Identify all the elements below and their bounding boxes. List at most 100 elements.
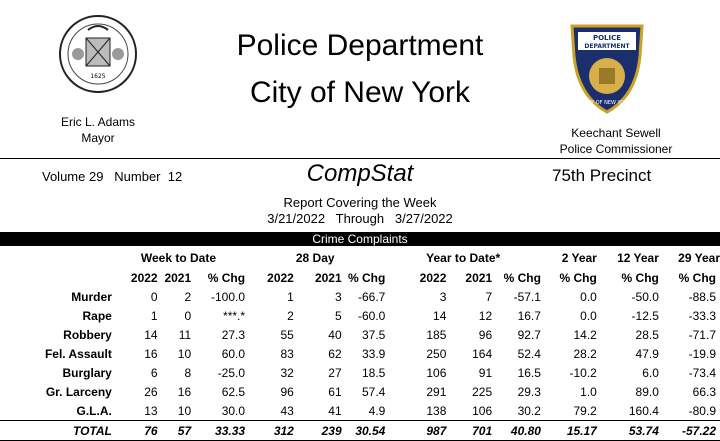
table-cell: -10.2 xyxy=(569,365,597,380)
crime-table: Week to Date 28 Day Year to Date* 2 Year… xyxy=(0,248,720,441)
nypd-badge-logo: POLICE DEPARTMENT CITY OF NEW YORK xyxy=(566,16,648,116)
table-cell: 16.7 xyxy=(517,308,541,323)
svg-text:DEPARTMENT: DEPARTMENT xyxy=(584,43,630,50)
table-cell: 10 xyxy=(177,403,192,418)
table-cell: 164 xyxy=(472,346,493,361)
row-label: G.L.A. xyxy=(76,403,112,418)
table-cell: -57.1 xyxy=(513,289,541,304)
row-label: Burglary xyxy=(62,365,112,380)
col-pchg: % Chg xyxy=(621,270,659,285)
col-2021: 2021 xyxy=(465,270,493,285)
table-cell: -80.9 xyxy=(688,403,716,418)
table-cell: 32 xyxy=(280,365,294,380)
table-cell: -25.0 xyxy=(217,365,246,380)
table-cell: 8 xyxy=(184,365,192,380)
table-cell: 55 xyxy=(280,327,294,342)
table-cell: ***.* xyxy=(223,308,246,323)
table-cell: 160.4 xyxy=(628,403,659,418)
group-week-to-date: Week to Date xyxy=(140,251,217,265)
col-pchg: % Chg xyxy=(503,270,541,285)
table-cell: 96 xyxy=(280,384,294,399)
table-cell: 40 xyxy=(328,327,342,342)
mayor-name: Eric L. Adams xyxy=(60,115,136,129)
col-2021: 2021 xyxy=(314,270,342,285)
table-cell: 29.3 xyxy=(517,384,541,399)
table-cell: 60.0 xyxy=(221,346,246,361)
section-title: Crime Complaints xyxy=(312,232,408,246)
table-cell: -33.3 xyxy=(688,308,716,323)
section-title-bar: Crime Complaints xyxy=(0,232,720,246)
table-cell: 43 xyxy=(280,403,294,418)
table-cell: 79.2 xyxy=(573,403,597,418)
table-cell: 57.4 xyxy=(362,384,386,399)
col-2022: 2022 xyxy=(130,270,158,285)
table-cell: 47.9 xyxy=(635,346,659,361)
table-cell: -73.4 xyxy=(688,365,716,380)
table-cell: 106 xyxy=(426,365,447,380)
table-cell: 1 xyxy=(287,289,294,304)
col-pchg: % Chg xyxy=(678,270,716,285)
table-row: Burglary 6 8 -25.0 32 27 18.5 106 91 16.5 -10.2 6.0… xyxy=(0,363,720,382)
table-cell: 3 xyxy=(439,289,447,304)
table-cell: 185 xyxy=(426,327,447,342)
row-label: Robbery xyxy=(63,327,112,342)
table-cell: 1 xyxy=(150,308,158,323)
table-cell: 3 xyxy=(334,289,342,304)
mayor-block: Eric L. Adams Mayor xyxy=(52,114,144,146)
table-cell: -66.7 xyxy=(358,289,386,304)
table-row: Fel. Assault 16 10 60.0 83 62 33.9 250 164 52.4 28… xyxy=(0,344,720,363)
commissioner-block: Keechant Sewell Police Commissioner xyxy=(536,125,696,157)
table-cell: 14.2 xyxy=(573,327,597,342)
table-cell: 62.5 xyxy=(221,384,246,399)
table-cell: 0 xyxy=(150,289,158,304)
svg-text:POLICE: POLICE xyxy=(593,34,621,42)
seal-year: 1625 xyxy=(90,73,105,80)
table-row: Gr. Larceny 26 16 62.5 96 61 57.4 291 225 29.3 1.0… xyxy=(0,382,720,401)
table-cell: 28.5 xyxy=(635,327,659,342)
table-cell: 250 xyxy=(426,346,447,361)
table-row: Robbery 14 11 27.3 55 40 37.5 185 96 92.7 14.2 28.5… xyxy=(0,325,720,344)
compstat-label: CompStat xyxy=(306,160,414,187)
table-cell: 30.0 xyxy=(221,403,246,418)
table-cell: 291 xyxy=(426,384,447,399)
row-label: Fel. Assault xyxy=(44,346,112,361)
table-cell: 7 xyxy=(485,289,493,304)
report-date-range: 3/21/2022 Through 3/27/2022 xyxy=(267,211,453,226)
page-title-line2: City of New York xyxy=(249,76,471,109)
table-cell: 16 xyxy=(144,346,158,361)
table-cell: 138 xyxy=(426,403,447,418)
table-cell: 1.0 xyxy=(580,384,597,399)
col-2022: 2022 xyxy=(267,270,294,285)
table-cell: 28.2 xyxy=(573,346,597,361)
col-pchg: % Chg xyxy=(348,270,386,285)
commissioner-title: Police Commissioner xyxy=(559,142,673,156)
row-label: Rape xyxy=(82,308,112,323)
table-cell: 62 xyxy=(328,346,342,361)
table-cell: 26 xyxy=(144,384,158,399)
table-cell: 33.9 xyxy=(362,346,386,361)
table-cell: 16.5 xyxy=(517,365,541,380)
page-title-line1: Police Department xyxy=(236,29,484,62)
group-year-to-date: Year to Date* xyxy=(426,251,501,265)
table-cell: -100.0 xyxy=(211,289,246,304)
table-cell: 6.0 xyxy=(642,365,659,380)
row-label: Gr. Larceny xyxy=(45,384,112,399)
col-2022: 2022 xyxy=(419,270,447,285)
table-row: Murder 0 2 -100.0 1 3 -66.7 3 7 -57.1 0.0 -50.0 -88.… xyxy=(0,287,720,306)
total-row: TOTAL 76 57 33.33 312 239 30.54 987 701 … xyxy=(0,420,720,441)
city-seal-logo: 1625 xyxy=(58,14,138,94)
report-title: Report Covering the Week xyxy=(283,195,437,210)
table-cell: 83 xyxy=(280,346,294,361)
table-cell: 14 xyxy=(144,327,158,342)
table-cell: 52.4 xyxy=(517,346,541,361)
table-cell: 27.3 xyxy=(221,327,246,342)
mayor-title: Mayor xyxy=(81,131,115,145)
svg-text:CITY OF NEW YORK: CITY OF NEW YORK xyxy=(583,100,632,106)
table-cell: -50.0 xyxy=(631,289,659,304)
table-cell: 27 xyxy=(328,365,342,380)
table-cell: 89.0 xyxy=(635,384,659,399)
table-row: Rape 1 0 ***.* 2 5 -60.0 14 12 16.7 0.0 -12.5 -33.3 xyxy=(0,306,720,325)
table-cell: 2 xyxy=(184,289,192,304)
table-cell: 10 xyxy=(177,346,192,361)
group-12-year: 12 Year xyxy=(617,251,659,265)
